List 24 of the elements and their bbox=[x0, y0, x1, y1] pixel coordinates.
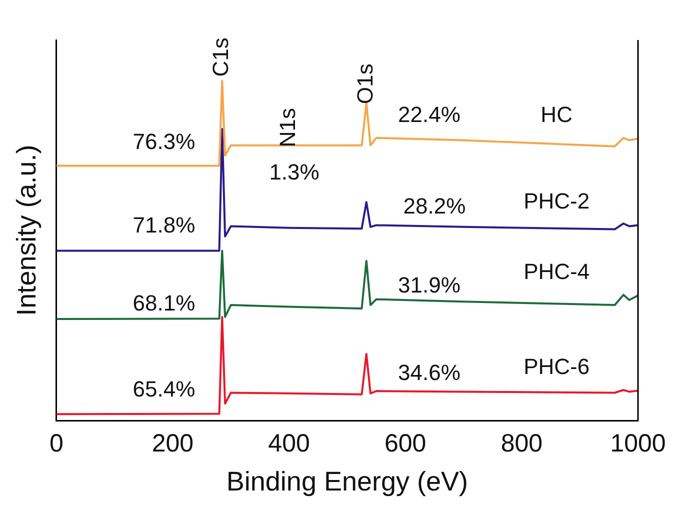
x-tick-label: 800 bbox=[500, 429, 543, 458]
annotation: N1s bbox=[275, 108, 300, 148]
annotation: 31.9% bbox=[398, 272, 460, 298]
x-tick-label: 400 bbox=[268, 429, 310, 458]
annotation: O1s bbox=[352, 64, 378, 104]
y-axis-title: Intensity (a.u.) bbox=[12, 144, 42, 316]
annotation: 71.8% bbox=[132, 212, 196, 238]
annotation: 22.4% bbox=[398, 102, 460, 128]
text: C1s bbox=[208, 38, 234, 77]
x-tick-label: 1000 bbox=[610, 429, 666, 458]
x-tick-label: 0 bbox=[49, 429, 64, 458]
annotation: 76.3% bbox=[132, 128, 196, 154]
annotation: 34.6% bbox=[398, 360, 460, 386]
annotation: 28.2% bbox=[403, 194, 466, 219]
series-label: PHC-6 bbox=[524, 354, 590, 379]
x-tick-label: 200 bbox=[152, 429, 194, 458]
annotation: 65.4% bbox=[132, 376, 196, 402]
series-label: PHC-2 bbox=[524, 188, 590, 214]
x-tick-label: 600 bbox=[384, 429, 426, 458]
series-label: HC bbox=[540, 102, 573, 127]
series-label: PHC-4 bbox=[524, 258, 590, 284]
annotation: 68.1% bbox=[132, 290, 196, 316]
annotation: 1.3% bbox=[269, 159, 320, 184]
x-axis-title: Binding Energy (eV) bbox=[226, 466, 468, 496]
